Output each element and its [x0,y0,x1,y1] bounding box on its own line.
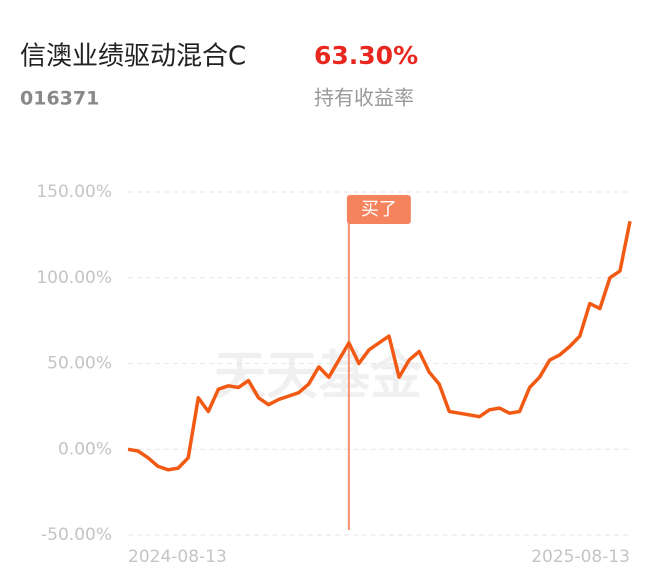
y-tick-label: -50.00% [41,525,112,545]
buy-marker-label: 买了 [361,199,397,220]
y-tick-label: 150.00% [36,182,112,202]
y-tick-label: 100.00% [36,268,112,288]
x-tick-label: 2024-08-13 [128,547,227,567]
return-value: 63.30% [314,41,418,70]
y-tick-label: 50.00% [47,354,112,374]
fund-code: 016371 [20,88,99,110]
watermark: 天天基金 [214,346,423,407]
y-tick-label: 0.00% [58,439,112,459]
x-tick-label: 2025-08-13 [531,547,630,567]
buy-marker-box [346,195,411,224]
fund-name: 信澳业绩驱动混合C [20,42,246,72]
return-label: 持有收益率 [314,86,414,110]
line-series [127,220,632,472]
